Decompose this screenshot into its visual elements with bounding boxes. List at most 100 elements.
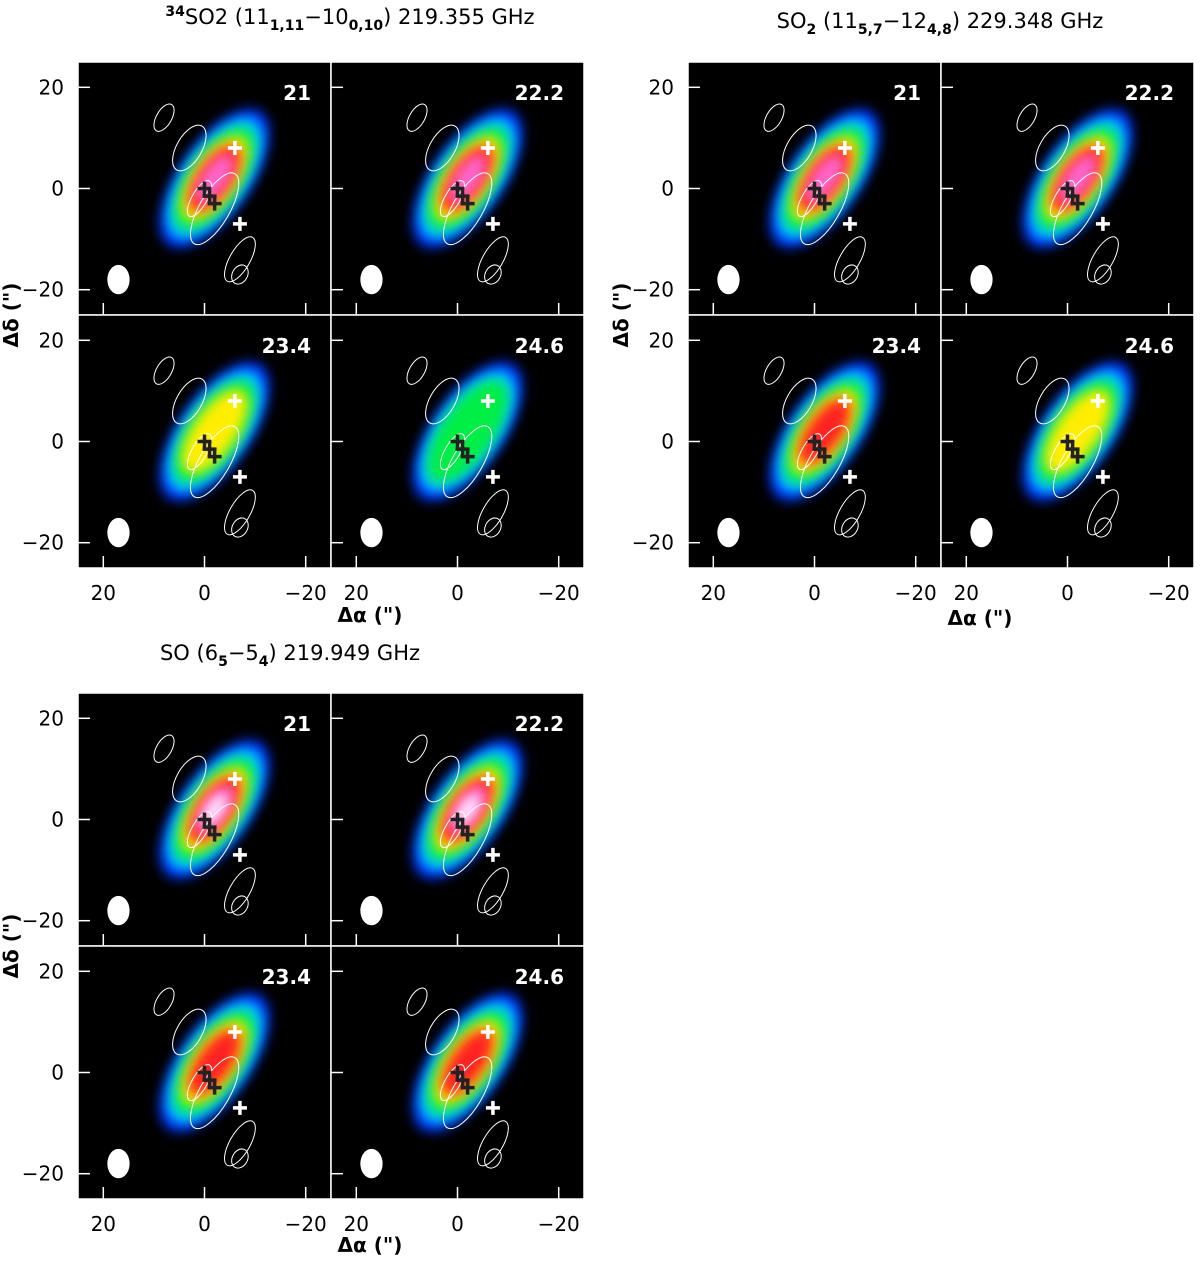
contour (1016, 103, 1038, 132)
contour (189, 803, 240, 877)
source-marker (197, 1065, 212, 1080)
y-axis-label: Δδ (") (0, 914, 23, 979)
y-tick-label: 0 (51, 430, 64, 454)
contour (189, 425, 240, 499)
x-tick-label: −20 (538, 581, 580, 605)
x-tick-label: 0 (451, 581, 464, 605)
channel-label: 21 (283, 81, 311, 105)
contour (425, 377, 460, 425)
source-marker (197, 434, 212, 449)
channel-label: 21 (893, 81, 921, 105)
beam (107, 1148, 130, 1179)
contour (442, 1056, 493, 1130)
source-marker (232, 847, 247, 862)
source-marker (842, 216, 857, 231)
source-marker (812, 442, 827, 457)
channel-label: 22.2 (1125, 81, 1174, 105)
contour (763, 356, 785, 385)
source-marker (455, 189, 470, 204)
contour (189, 172, 240, 246)
contour (224, 867, 256, 914)
panel-title: 34SO2 (111,11−100,10) 219.355 GHz (165, 4, 534, 34)
y-tick-label: 0 (51, 808, 64, 832)
channel-label: 24.6 (515, 334, 564, 358)
source-marker (197, 181, 212, 196)
contour (484, 264, 502, 285)
contour (841, 264, 859, 285)
y-tick-label: −20 (22, 531, 64, 555)
x-tick-label: 0 (451, 1212, 464, 1236)
beam (360, 264, 383, 295)
contour (484, 1148, 502, 1169)
beam (360, 517, 383, 548)
y-tick-label: 20 (649, 328, 674, 352)
contour (1035, 377, 1070, 425)
contour (153, 103, 175, 132)
x-tick-label: 0 (198, 581, 211, 605)
source-marker (1065, 189, 1080, 204)
source-marker (485, 1100, 500, 1115)
emission (1044, 389, 1112, 474)
x-tick-label: 20 (344, 581, 369, 605)
y-tick-label: −20 (632, 531, 674, 555)
contour (224, 1120, 256, 1167)
source-marker (455, 442, 470, 457)
panel-image (717, 103, 880, 295)
contour (231, 264, 249, 285)
x-tick-label: −20 (285, 1212, 327, 1236)
source-marker (232, 469, 247, 484)
x-tick-label: 20 (91, 1212, 116, 1236)
contour (1035, 124, 1070, 172)
panel-image (107, 987, 270, 1179)
contour (224, 489, 256, 536)
source-marker (232, 216, 247, 231)
contour (477, 489, 509, 536)
source-marker (450, 812, 465, 827)
source-marker (207, 1080, 222, 1095)
x-tick-label: 20 (344, 1212, 369, 1236)
contour (439, 811, 466, 849)
source-marker (1090, 141, 1105, 156)
contour (224, 236, 256, 283)
x-tick-label: 0 (198, 1212, 211, 1236)
y-tick-label: 0 (51, 177, 64, 201)
panel-image (360, 103, 523, 295)
channel-label: 23.4 (262, 965, 311, 989)
contour (1087, 489, 1119, 536)
source-marker (450, 181, 465, 196)
contour (189, 1056, 240, 1130)
source-marker (227, 141, 242, 156)
contour (172, 755, 207, 803)
contour (841, 517, 859, 538)
contour (796, 180, 823, 218)
emission (188, 1029, 241, 1096)
contour (153, 356, 175, 385)
contour (799, 425, 850, 499)
source-marker (460, 449, 475, 464)
contour (406, 356, 428, 385)
y-axis-label: Δδ (") (0, 283, 23, 348)
source-marker (480, 394, 495, 409)
contour (1052, 172, 1103, 246)
panel-title: SO2 (115,7−124,8) 229.348 GHz (777, 9, 1104, 38)
contour (439, 433, 466, 471)
x-axis-label: Δα (") (338, 1233, 403, 1257)
emission (441, 1029, 494, 1096)
source-marker (207, 827, 222, 842)
source-marker (207, 449, 222, 464)
emission (181, 389, 249, 474)
channel-label: 23.4 (872, 334, 921, 358)
contour (186, 811, 213, 849)
beam (717, 517, 740, 548)
beam (717, 264, 740, 295)
contour (186, 1064, 213, 1102)
source-marker (455, 1073, 470, 1088)
contour (1049, 180, 1076, 218)
contour (153, 987, 175, 1016)
channel-label: 21 (283, 712, 311, 736)
contour (1049, 433, 1076, 471)
contour (782, 377, 817, 425)
source-marker (1070, 449, 1085, 464)
contour (439, 1064, 466, 1102)
